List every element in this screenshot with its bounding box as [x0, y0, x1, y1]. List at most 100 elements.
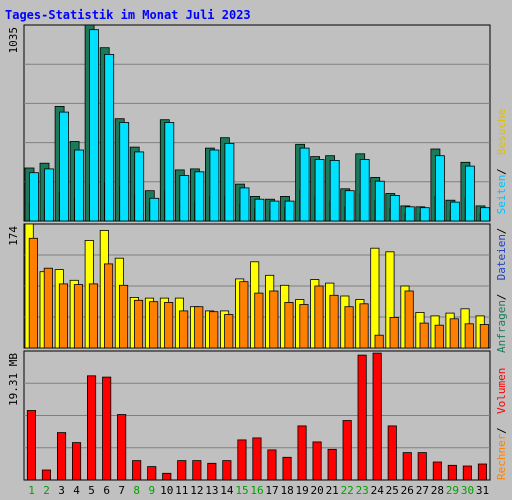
legend-separator: / — [495, 294, 508, 301]
bar-volumen-day-9 — [147, 466, 157, 481]
bar-volumen-day-24 — [372, 352, 382, 481]
legend-volumen: Volumen — [495, 368, 508, 414]
bar-volumen-day-7 — [117, 414, 127, 481]
bar-seiten-day-25 — [389, 194, 400, 222]
bar-seiten-day-2 — [44, 168, 54, 222]
day-label-31: 31 — [476, 484, 489, 497]
bar-rechner-day-1 — [28, 237, 38, 349]
bar-rechner-day-16 — [254, 292, 264, 349]
day-label-18: 18 — [280, 484, 293, 497]
bar-volumen-day-22 — [342, 420, 352, 481]
day-label-10: 10 — [160, 484, 173, 497]
bar-volumen-day-23 — [357, 354, 367, 481]
bar-rechner-day-10 — [164, 301, 174, 349]
bar-rechner-day-20 — [314, 285, 324, 349]
bar-rechner-day-22 — [344, 306, 354, 349]
day-label-6: 6 — [103, 484, 110, 497]
bar-rechner-day-31 — [479, 324, 489, 349]
day-label-8: 8 — [133, 484, 140, 497]
bar-rechner-day-27 — [419, 322, 429, 349]
bar-seiten-day-20 — [314, 159, 325, 222]
day-label-12: 12 — [190, 484, 203, 497]
bar-seiten-day-19 — [299, 147, 310, 222]
legend-separator: / — [495, 228, 508, 235]
bar-volumen-day-21 — [327, 448, 337, 481]
bar-rechner-day-18 — [284, 301, 294, 349]
bar-seiten-day-14 — [224, 142, 235, 222]
bar-volumen-day-13 — [207, 462, 217, 481]
bar-volumen-day-17 — [267, 449, 277, 481]
bar-seiten-day-8 — [134, 151, 145, 222]
legend-right-bottom: Rechner / Volumen — [495, 368, 508, 480]
legend-separator: / — [495, 168, 508, 175]
bar-seiten-day-12 — [194, 171, 205, 222]
bar-seiten-day-4 — [74, 149, 84, 222]
bar-seiten-day-3 — [59, 111, 69, 222]
day-label-29: 29 — [446, 484, 459, 497]
bar-seiten-day-1 — [29, 172, 39, 222]
day-label-22: 22 — [341, 484, 354, 497]
bar-rechner-day-23 — [359, 303, 369, 349]
day-label-7: 7 — [118, 484, 125, 497]
bar-volumen-day-18 — [282, 456, 292, 481]
day-label-5: 5 — [88, 484, 95, 497]
bar-seiten-day-11 — [179, 175, 190, 222]
bar-volumen-day-30 — [462, 465, 472, 481]
bar-volumen-day-8 — [132, 460, 142, 481]
bar-rechner-day-4 — [73, 284, 84, 349]
bar-rechner-day-21 — [329, 294, 339, 349]
bar-seiten-day-7 — [119, 122, 130, 222]
bar-rechner-day-25 — [389, 316, 399, 349]
day-label-1: 1 — [28, 484, 35, 497]
day-label-24: 24 — [371, 484, 385, 497]
bar-seiten-day-21 — [329, 159, 340, 222]
bar-volumen-day-20 — [312, 441, 322, 481]
bar-volumen-day-11 — [177, 460, 187, 481]
bar-rechner-day-26 — [404, 290, 414, 349]
day-label-4: 4 — [73, 484, 80, 497]
bar-rechner-day-2 — [43, 267, 53, 349]
day-label-28: 28 — [431, 484, 444, 497]
bar-besuche-day-24 — [370, 247, 380, 349]
bar-rechner-day-24 — [374, 334, 384, 349]
bar-seiten-day-30 — [464, 165, 475, 222]
bar-seiten-day-22 — [344, 190, 355, 222]
bar-seiten-day-27 — [419, 207, 430, 222]
bar-seiten-day-31 — [480, 207, 490, 222]
bar-rechner-day-12 — [194, 306, 204, 349]
bar-seiten-day-18 — [284, 200, 295, 222]
legend-separator: / — [495, 427, 508, 434]
day-label-14: 14 — [220, 484, 234, 497]
bar-volumen-day-10 — [162, 472, 172, 481]
bar-seiten-day-29 — [449, 201, 460, 222]
bar-seiten-day-5 — [89, 29, 99, 222]
bar-rechner-day-3 — [58, 283, 68, 349]
day-label-27: 27 — [416, 484, 429, 497]
day-label-25: 25 — [386, 484, 399, 497]
day-label-26: 26 — [401, 484, 414, 497]
legend-dateien: Dateien — [495, 234, 508, 280]
day-label-23: 23 — [356, 484, 369, 497]
bar-rechner-day-28 — [434, 324, 444, 349]
day-label-19: 19 — [295, 484, 308, 497]
bar-volumen-day-29 — [447, 464, 457, 481]
bar-volumen-day-12 — [192, 460, 202, 481]
legend-rechner: Rechner — [495, 433, 508, 480]
bar-volumen-day-6 — [102, 376, 112, 481]
day-label-17: 17 — [265, 484, 278, 497]
day-label-15: 15 — [235, 484, 248, 497]
chart-title: Tages-Statistik im Monat Juli 2023 — [5, 8, 251, 22]
bar-seiten-day-16 — [254, 198, 265, 222]
day-label-11: 11 — [175, 484, 188, 497]
bar-volumen-day-31 — [477, 463, 487, 481]
bar-volumen-day-27 — [417, 452, 427, 481]
bar-rechner-day-11 — [179, 310, 189, 349]
bar-seiten-day-23 — [359, 159, 370, 222]
bar-rechner-day-7 — [119, 284, 129, 349]
bar-rechner-day-9 — [149, 301, 159, 349]
day-label-20: 20 — [310, 484, 323, 497]
bar-rechner-day-29 — [449, 318, 459, 349]
bar-seiten-day-17 — [269, 200, 280, 222]
bar-rechner-day-19 — [299, 304, 309, 349]
